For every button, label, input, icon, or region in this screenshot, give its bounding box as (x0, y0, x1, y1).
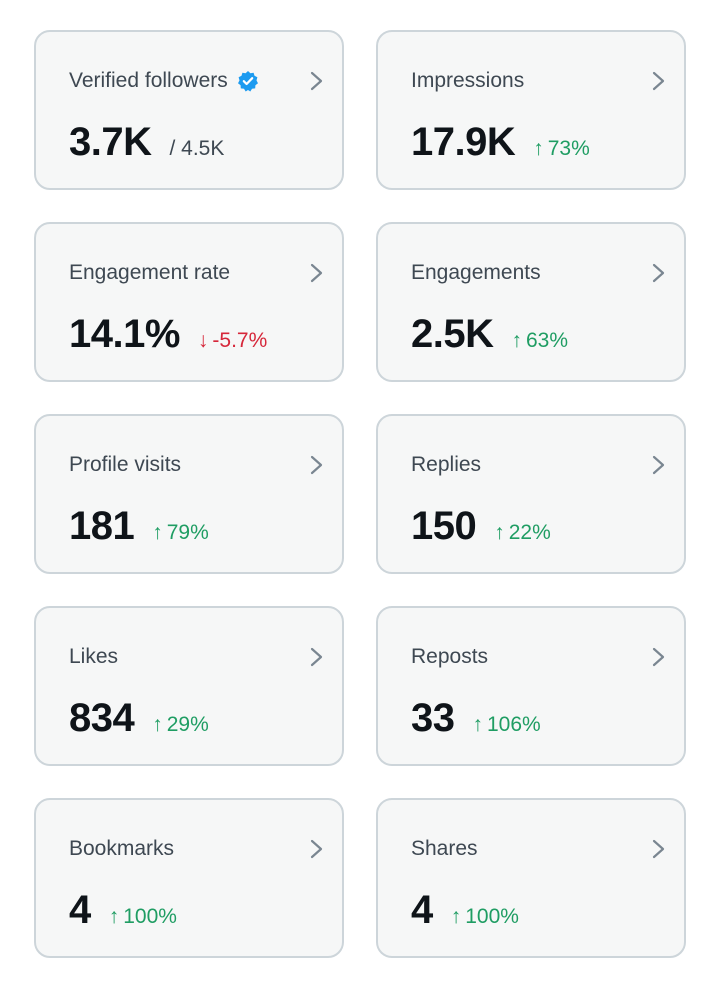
arrow-down-icon: ↓ (197, 329, 209, 352)
metric-value: 2.5K (411, 312, 494, 356)
change-percent: 73% (547, 137, 590, 160)
chevron-right-icon (310, 647, 323, 667)
metric-title: Verified followers (69, 69, 228, 92)
metric-value-row: 2.5K ↑ 63% (411, 312, 568, 357)
metric-value: 14.1% (69, 312, 180, 356)
arrow-up-icon: ↑ (511, 329, 523, 352)
arrow-up-icon: ↑ (152, 713, 163, 736)
metric-value: 3.7K (69, 120, 152, 164)
arrow-up-icon: ↑ (152, 521, 163, 544)
metric-value: 4 (411, 888, 433, 932)
metric-value-row: 4 ↑ 100% (69, 888, 177, 933)
metric-value-row: 181 ↑ 79% (69, 504, 209, 549)
arrow-up-icon: ↑ (494, 521, 505, 544)
metric-title: Profile visits (69, 453, 182, 476)
metric-title-container: Verified followers (69, 69, 259, 93)
metric-value-row: 4 ↑ 100% (411, 888, 519, 933)
metric-card-shares[interactable]: Shares 4 ↑ 100% (376, 798, 686, 958)
chevron-right-icon (310, 263, 323, 283)
chevron-right-icon (652, 263, 665, 283)
change-percent: 106% (487, 713, 541, 736)
metric-value: 181 (69, 504, 135, 548)
metric-card-profile-visits[interactable]: Profile visits 181 ↑ 79% (34, 414, 344, 574)
metric-card-engagement-rate[interactable]: Engagement rate 14.1% ↓ -5.7% (34, 222, 344, 382)
chevron-right-icon (652, 839, 665, 859)
metric-value: 33 (411, 696, 455, 740)
metric-card-verified-followers[interactable]: Verified followers 3.7K / 4.5K (34, 30, 344, 190)
arrow-up-icon: ↑ (533, 137, 544, 160)
metric-change: ↑ 73% (533, 137, 590, 161)
chevron-right-icon (652, 647, 665, 667)
metric-change: ↑ 63% (512, 329, 569, 353)
change-percent: 100% (465, 905, 519, 928)
metric-card-replies[interactable]: Replies 150 ↑ 22% (376, 414, 686, 574)
metric-total: / 4.5K (169, 137, 225, 160)
metric-title: Engagements (411, 261, 541, 284)
metric-card-reposts[interactable]: Reposts 33 ↑ 106% (376, 606, 686, 766)
chevron-right-icon (310, 839, 323, 859)
metric-card-likes[interactable]: Likes 834 ↑ 29% (34, 606, 344, 766)
metric-value: 17.9K (411, 120, 516, 164)
metric-value-row: 14.1% ↓ -5.7% (69, 312, 267, 357)
verified-badge-icon (237, 71, 258, 92)
chevron-right-icon (652, 71, 665, 91)
metric-value-row: 17.9K ↑ 73% (411, 120, 590, 165)
metric-value-row: 834 ↑ 29% (69, 696, 209, 741)
chevron-right-icon (310, 455, 323, 475)
change-percent: 79% (166, 521, 209, 544)
arrow-up-icon: ↑ (472, 713, 484, 736)
metric-change: ↓ -5.7% (198, 329, 267, 353)
metric-card-bookmarks[interactable]: Bookmarks 4 ↑ 100% (34, 798, 344, 958)
metric-title: Bookmarks (69, 837, 175, 860)
metric-change: ↑ 29% (152, 713, 209, 737)
metric-change: ↑ 100% (109, 905, 177, 929)
metric-value: 834 (69, 696, 135, 740)
change-percent: -5.7% (212, 329, 268, 352)
metric-title: Shares (411, 837, 478, 860)
metric-title: Likes (69, 645, 119, 668)
metric-card-engagements[interactable]: Engagements 2.5K ↑ 63% (376, 222, 686, 382)
metric-change: ↑ 22% (494, 521, 551, 545)
change-percent: 100% (123, 905, 177, 928)
arrow-up-icon: ↑ (108, 905, 120, 928)
metric-change: ↑ 106% (473, 713, 541, 737)
metric-change: ↑ 79% (152, 521, 209, 545)
metric-value: 150 (411, 504, 477, 548)
chevron-right-icon (310, 71, 323, 91)
chevron-right-icon (652, 455, 665, 475)
metric-value-row: 150 ↑ 22% (411, 504, 551, 549)
metric-title: Engagement rate (69, 261, 231, 284)
change-percent: 22% (508, 521, 551, 544)
metric-card-impressions[interactable]: Impressions 17.9K ↑ 73% (376, 30, 686, 190)
metric-value: 4 (69, 888, 91, 932)
metric-change: ↑ 100% (451, 905, 519, 929)
metric-title: Replies (411, 453, 482, 476)
metric-value-row: 3.7K / 4.5K (69, 120, 224, 165)
metric-title: Reposts (411, 645, 489, 668)
change-percent: 63% (526, 329, 569, 352)
metric-title: Impressions (411, 69, 525, 92)
metrics-grid: Verified followers 3.7K / 4.5K Impressio… (34, 30, 686, 958)
metric-value-row: 33 ↑ 106% (411, 696, 541, 741)
change-percent: 29% (166, 713, 209, 736)
arrow-up-icon: ↑ (450, 905, 462, 928)
